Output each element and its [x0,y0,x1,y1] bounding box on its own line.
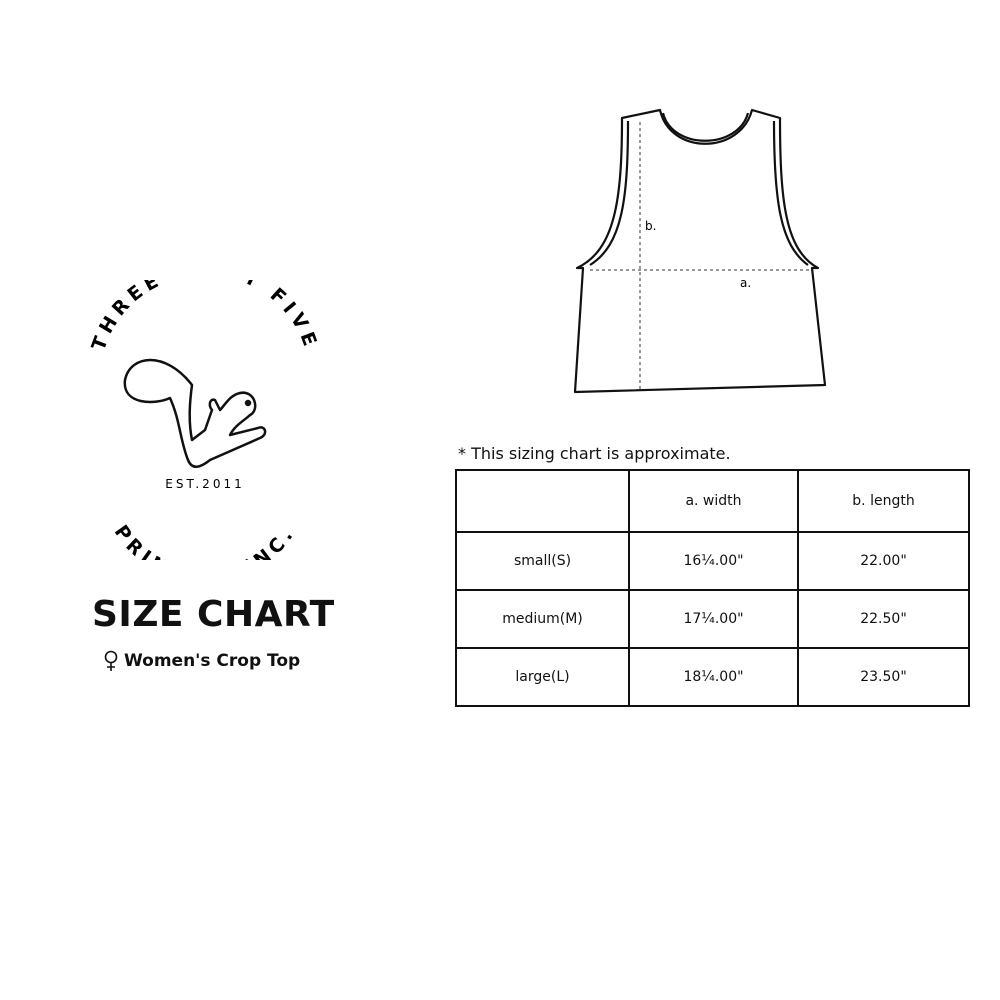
table-row: small(S) 16¼.00" 22.00" [455,531,970,591]
page-title: SIZE CHART [92,594,335,635]
logo-est: EST.2011 [165,477,244,491]
size-cell: large(L) [455,647,630,707]
header-cell [455,469,630,533]
size-table: a. width b. length small(S) 16¼.00" 22.0… [455,469,970,707]
sizing-note: * This sizing chart is approximate. [458,444,731,463]
length-cell: 22.00" [797,531,970,591]
brand-logo: THREE SIXTY FIVE PRINTING INC. EST.2011 [88,280,323,560]
size-cell: small(S) [455,531,630,591]
length-cell: 22.50" [797,589,970,649]
subtitle-text: Women's Crop Top [124,651,301,671]
size-cell: medium(M) [455,589,630,649]
label-b: b. [645,219,656,233]
svg-text:THREE SIXTY FIVE: THREE SIXTY FIVE [88,280,323,354]
logo-bottom-text: PRINTING INC. [110,521,295,560]
width-cell: 17¼.00" [628,589,799,649]
crop-top-diagram: b. a. [573,108,827,394]
header-cell: b. length [797,469,970,533]
header-cell: a. width [628,469,799,533]
squirrel-icon [123,358,267,468]
product-subtitle: Women's Crop Top [104,650,300,672]
width-cell: 16¼.00" [628,531,799,591]
table-header-row: a. width b. length [455,469,970,533]
table-row: large(L) 18¼.00" 23.50" [455,647,970,707]
table-row: medium(M) 17¼.00" 22.50" [455,589,970,649]
width-cell: 18¼.00" [628,647,799,707]
logo-top-text: THREE SIXTY FIVE [88,280,318,354]
female-symbol-icon [104,650,118,671]
length-cell: 23.50" [797,647,970,707]
label-a: a. [740,276,751,290]
svg-text:PRINTING INC.: PRINTING INC. [110,521,300,560]
